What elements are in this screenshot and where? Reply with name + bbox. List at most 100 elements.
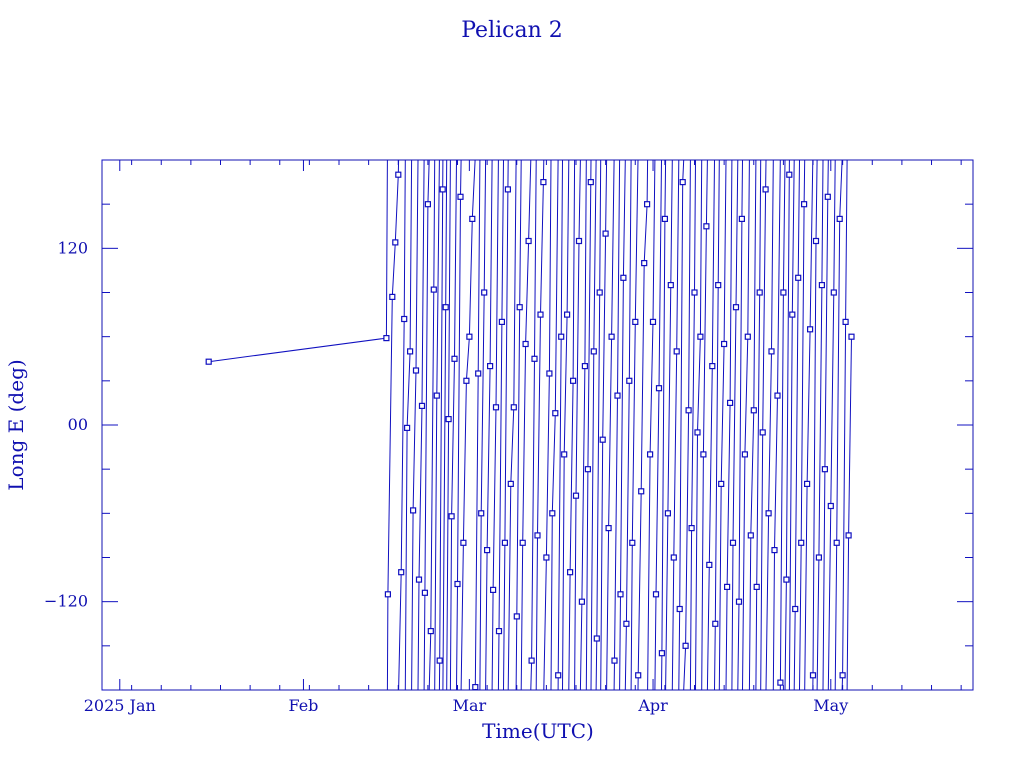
data-point: [575, 237, 583, 245]
data-point: [492, 404, 500, 411]
data-point: [632, 318, 639, 325]
data-point: [507, 480, 514, 487]
data-point: [824, 193, 831, 200]
data-point: [655, 385, 663, 392]
data-point: [658, 650, 666, 657]
data-point: [732, 304, 740, 311]
data-point: [407, 348, 414, 355]
y-axis-ticks: 120 00 −120: [44, 159, 973, 691]
data-point: [614, 392, 621, 399]
data-point: [537, 311, 544, 318]
data-point: [481, 289, 488, 296]
x-tick-label: 2025 Jan: [84, 696, 156, 715]
data-point: [827, 502, 834, 510]
data-point: [445, 416, 452, 423]
data-point: [821, 466, 829, 473]
data-point: [833, 539, 840, 546]
data-point: [723, 583, 731, 591]
data-point: [392, 239, 399, 246]
data-point: [676, 605, 683, 613]
data-point: [729, 539, 737, 546]
data-point: [504, 186, 511, 193]
data-point: [694, 429, 701, 436]
data-point: [395, 171, 402, 178]
x-tick-label: Mar: [453, 696, 487, 715]
data-point: [706, 561, 713, 569]
data-point: [673, 348, 680, 355]
data-point: [815, 554, 823, 561]
data-point: [830, 289, 837, 296]
data-point: [709, 363, 716, 370]
data-point: [848, 333, 855, 340]
data-point: [806, 326, 814, 333]
longitude-series: [205, 159, 855, 691]
data-point: [581, 363, 589, 370]
data-point: [641, 260, 648, 267]
data-point: [421, 589, 428, 596]
data-point: [800, 201, 808, 208]
data-point: [765, 510, 772, 517]
data-point: [451, 355, 458, 362]
data-point: [783, 576, 790, 583]
x-tick-label: Feb: [288, 696, 318, 715]
data-point: [522, 340, 529, 348]
data-point: [528, 657, 535, 664]
data-point: [638, 488, 645, 495]
data-point: [472, 683, 479, 691]
data-point: [519, 539, 526, 546]
y-tick-label: −120: [44, 592, 88, 611]
data-point: [747, 532, 754, 539]
plot-frame: [101, 159, 974, 691]
data-point: [466, 333, 473, 340]
data-point: [712, 620, 719, 627]
data-point: [812, 237, 820, 245]
data-point: [558, 333, 565, 340]
data-point: [661, 215, 669, 222]
data-point: [531, 355, 538, 362]
y-tick-label: 00: [68, 415, 88, 434]
data-point: [741, 451, 749, 458]
data-point: [750, 407, 757, 414]
data-point: [415, 576, 423, 583]
data-point: [549, 510, 556, 517]
data-point: [643, 201, 651, 208]
data-point: [572, 492, 580, 499]
data-point: [664, 510, 672, 517]
data-point: [839, 672, 846, 679]
data-point: [715, 282, 722, 289]
data-point: [685, 407, 692, 414]
data-point: [584, 466, 592, 473]
data-point: [436, 657, 443, 664]
data-point: [652, 591, 660, 598]
data-point: [593, 635, 600, 642]
data-point: [691, 289, 698, 296]
data-point: [555, 672, 562, 679]
data-point: [454, 580, 461, 588]
data-point: [646, 451, 654, 458]
data-point: [389, 293, 396, 300]
data-point: [789, 311, 796, 318]
data-point: [424, 201, 431, 208]
data-point: [534, 532, 541, 539]
data-point: [561, 451, 568, 458]
data-point: [478, 510, 485, 517]
data-point: [718, 480, 725, 487]
data-point: [578, 598, 586, 605]
data-point: [700, 451, 707, 458]
data-point: [469, 215, 476, 222]
data-point: [688, 524, 695, 532]
data-point: [404, 424, 411, 431]
y-tick-label: 120: [57, 238, 88, 257]
data-point: [398, 569, 405, 576]
data-point: [475, 370, 482, 377]
x-axis-label: Time(UTC): [482, 719, 594, 743]
data-point: [433, 392, 440, 399]
data-point: [401, 315, 408, 323]
data-point: [590, 348, 597, 355]
data-point: [510, 404, 517, 411]
data-point: [599, 436, 606, 443]
data-point: [587, 179, 594, 186]
data-point: [786, 171, 793, 178]
data-point: [439, 186, 446, 193]
